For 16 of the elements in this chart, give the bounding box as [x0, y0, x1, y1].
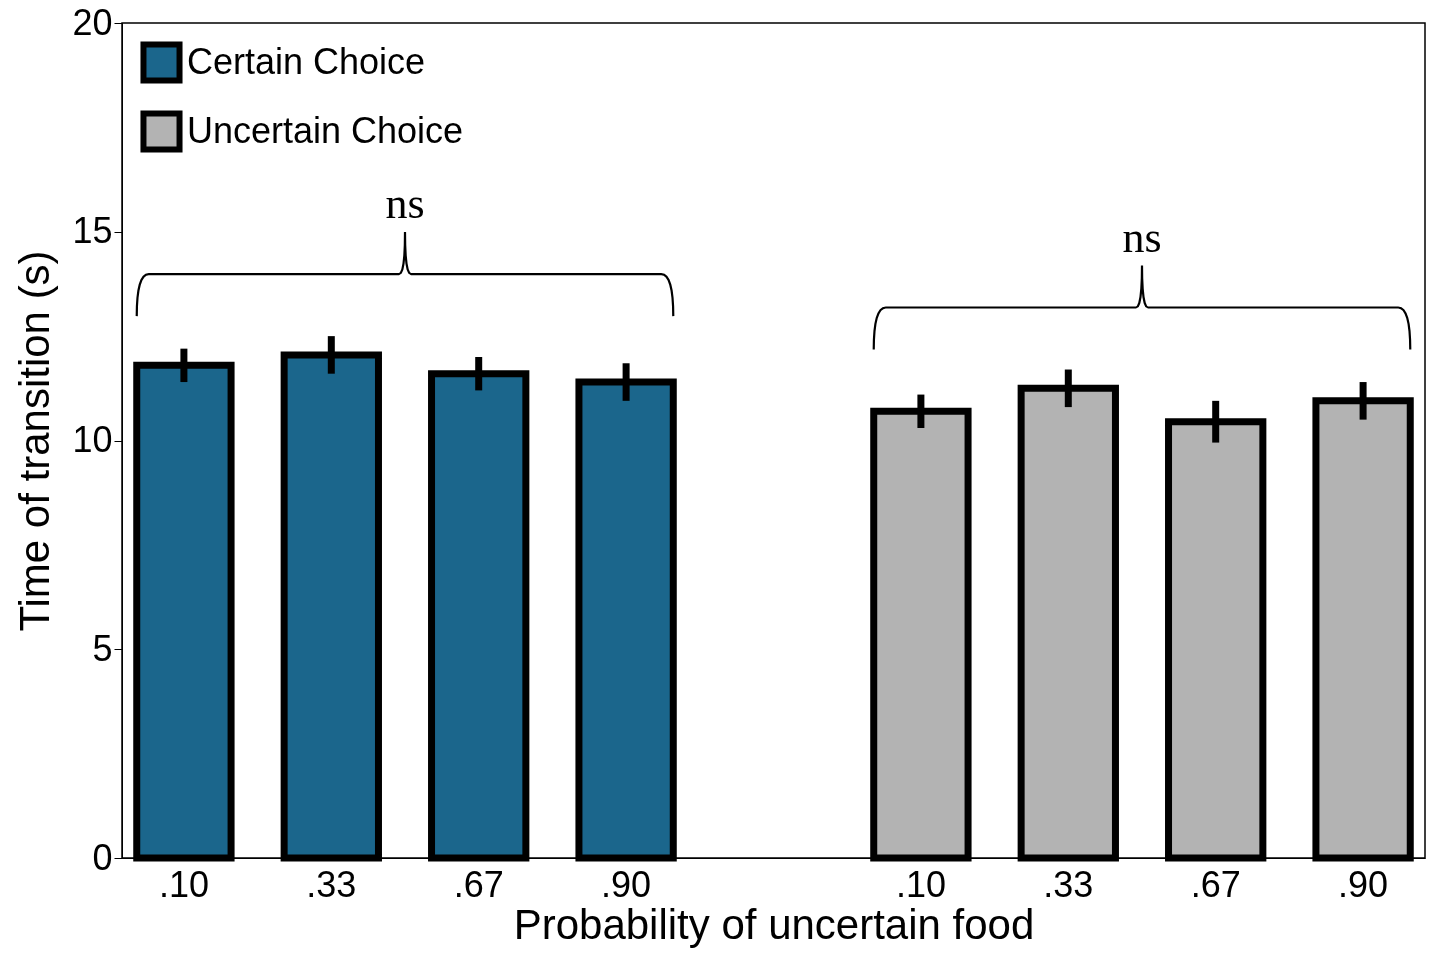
- x-tick-label: .33: [306, 863, 357, 905]
- y-tick-label: 15: [72, 210, 113, 252]
- y-tick-label: 5: [92, 627, 113, 669]
- x-tick-label: .67: [1190, 863, 1241, 905]
- legend-label: Certain Choice: [187, 40, 426, 82]
- y-axis-title: Time of transition (s): [11, 250, 59, 632]
- legend-label: Uncertain Choice: [187, 109, 464, 151]
- annotation: ns: [385, 179, 425, 229]
- y-tick-label: 20: [72, 1, 113, 43]
- x-tick-label: .67: [453, 863, 504, 905]
- y-tick-label: 10: [72, 419, 113, 460]
- x-tick-label: .10: [158, 863, 209, 905]
- annotation: ns: [1122, 212, 1162, 262]
- x-tick-label: .33: [1043, 863, 1094, 905]
- x-tick-label: .90: [1338, 863, 1389, 905]
- y-tick-label: 0: [92, 836, 113, 878]
